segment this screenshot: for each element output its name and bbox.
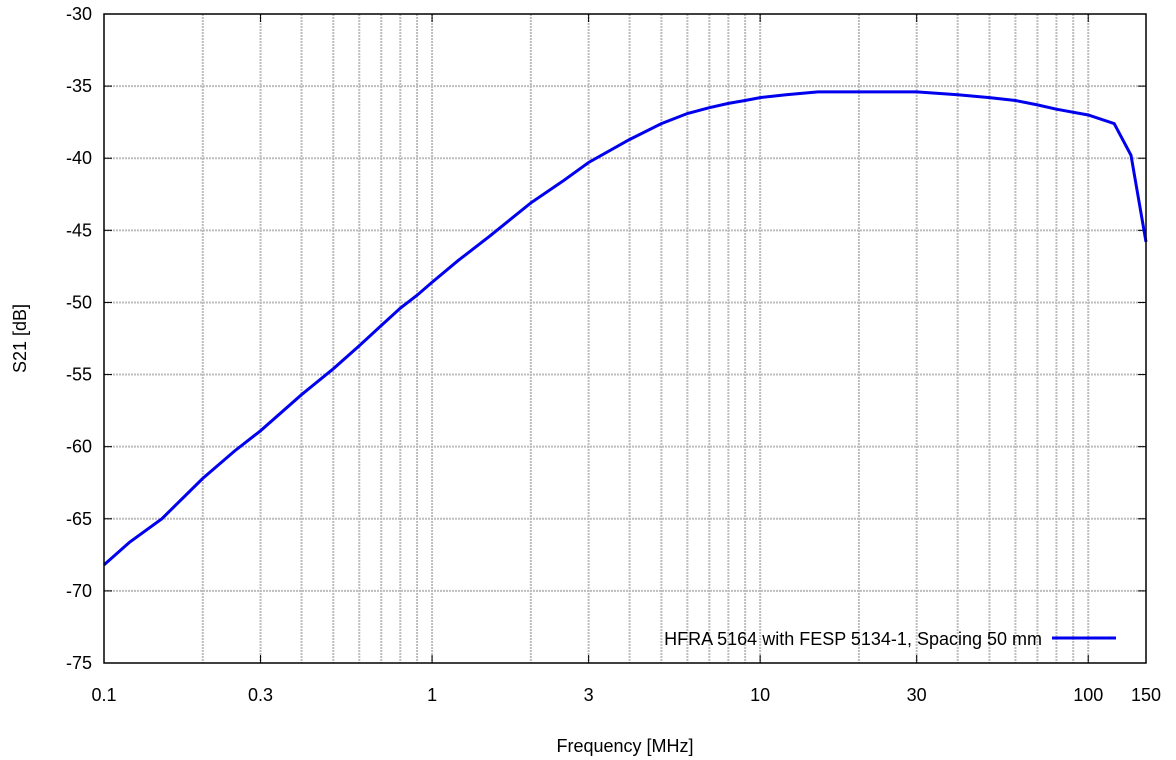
y-tick-label: -70 [66,581,92,601]
plot-frame [103,13,1147,664]
y-tick-label: -45 [66,220,92,240]
y-axis-label: S21 [dB] [10,304,30,373]
x-tick-label: 0.1 [91,685,116,705]
x-axis-ticks: 0.1 0.3 1 3 10 30 100 150 [91,14,1161,705]
x-tick-label: 100 [1073,685,1103,705]
y-tick-label: -65 [66,509,92,529]
x-tick-label: 150 [1131,685,1161,705]
legend: HFRA 5164 with FESP 5134-1, Spacing 50 m… [664,629,1116,649]
x-tick-label: 30 [907,685,927,705]
series-line [103,90,1148,567]
grid [104,14,1146,663]
x-tick-label: 1 [427,685,437,705]
y-tick-label: -55 [66,365,92,385]
y-tick-label: -30 [66,4,92,24]
x-tick-label: 3 [584,685,594,705]
x-tick-label: 10 [750,685,770,705]
y-axis-ticks: -30 -35 -40 -45 -50 -55 -60 -65 -70 -75 [66,4,1146,673]
y-tick-label: -35 [66,76,92,96]
y-tick-label: -40 [66,148,92,168]
legend-label: HFRA 5164 with FESP 5134-1, Spacing 50 m… [664,629,1042,649]
y-tick-label: -50 [66,292,92,312]
x-tick-label: 0.3 [248,685,273,705]
y-tick-label: -75 [66,653,92,673]
y-tick-label: -60 [66,437,92,457]
x-axis-label: Frequency [MHz] [556,736,693,756]
